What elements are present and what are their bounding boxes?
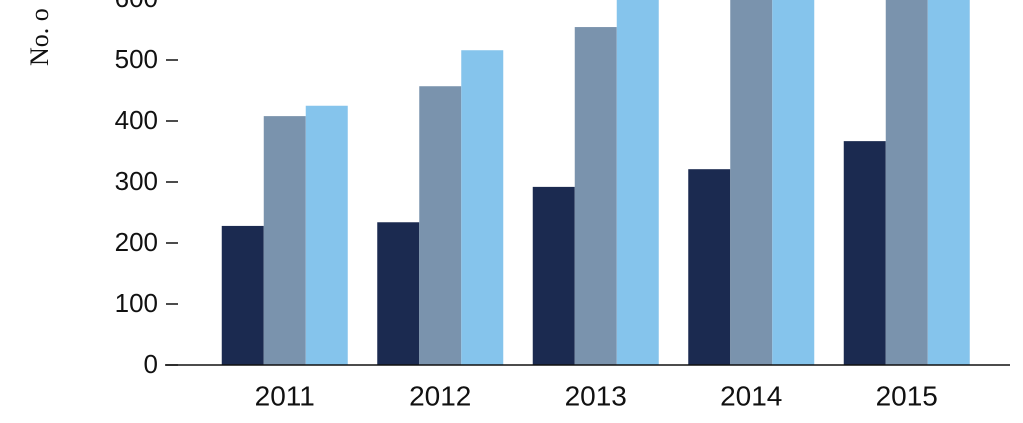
y-axis-label: No. o [25,8,54,66]
bar [843,141,886,365]
bar [616,0,659,366]
bar [305,105,348,365]
bar [461,50,504,366]
y-tick-label: 500 [115,44,158,74]
bar [730,0,773,365]
bar [419,86,462,365]
bar [927,0,970,365]
bar [772,0,815,365]
bar [688,169,731,365]
y-tick-label: 100 [115,288,158,318]
y-tick-label: 300 [115,166,158,196]
y-tick-label: 0 [144,349,158,379]
x-tick-label: 2011 [255,380,315,411]
bar [377,222,420,365]
x-tick-label: 2012 [409,380,471,411]
x-tick-label: 2014 [720,380,782,411]
y-tick-label: 200 [115,227,158,257]
bar [574,27,617,366]
y-tick-label: 600 [115,0,158,13]
bar [263,116,306,366]
bar [221,225,264,365]
x-tick-label: 2015 [876,380,938,411]
bar [532,186,575,365]
x-tick-label: 2013 [565,380,627,411]
bar [885,0,928,365]
y-tick-label: 400 [115,105,158,135]
